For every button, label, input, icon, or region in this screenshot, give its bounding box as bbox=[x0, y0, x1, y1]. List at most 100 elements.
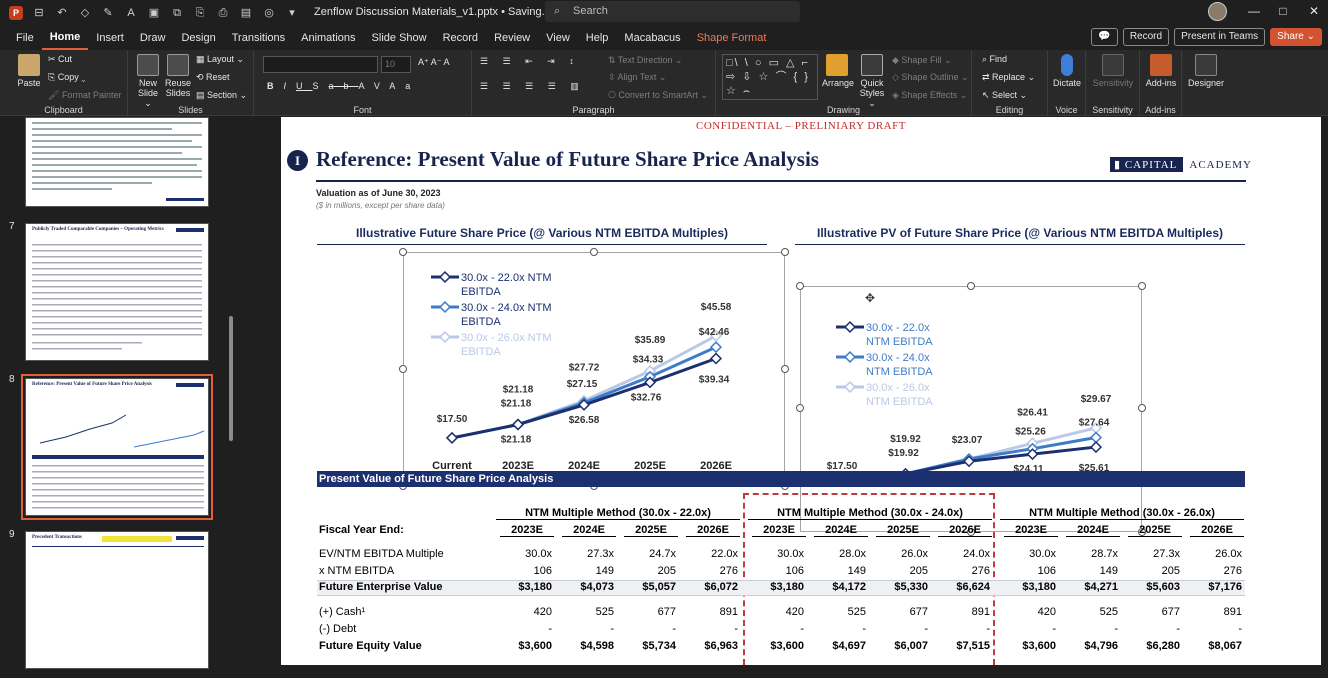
resize-handle[interactable] bbox=[1138, 528, 1146, 536]
quick-styles-button[interactable]: Quick Styles ⌄ bbox=[856, 54, 888, 108]
grow-font-button[interactable]: A⁺ A⁻ A bbox=[418, 57, 450, 67]
resize-handle[interactable] bbox=[399, 248, 407, 256]
resize-handle[interactable] bbox=[1138, 404, 1146, 412]
align-buttons[interactable]: ☰ ☰ ☰ ☰ ▥ bbox=[480, 81, 585, 91]
tab-record[interactable]: Record bbox=[442, 32, 479, 44]
record-icon[interactable]: ◎ bbox=[264, 6, 274, 19]
tab-file[interactable]: File bbox=[16, 32, 34, 44]
slide-thumbnail-9[interactable]: Precedent Transactions bbox=[25, 531, 209, 669]
resize-handle[interactable] bbox=[796, 404, 804, 412]
tab-home[interactable]: Home bbox=[41, 26, 89, 51]
tab-macabacus[interactable]: Macabacus bbox=[624, 32, 681, 44]
char-spacing-button[interactable]: AV bbox=[358, 81, 390, 91]
record-button[interactable]: Record bbox=[1122, 28, 1170, 46]
tab-draw[interactable]: Draw bbox=[139, 32, 166, 44]
thumbnail-scrollbar[interactable] bbox=[228, 120, 234, 676]
underline-button[interactable]: U bbox=[296, 81, 313, 91]
font-color-icon[interactable]: A bbox=[127, 6, 135, 19]
layout-button[interactable]: ▦ Layout ⌄ bbox=[196, 54, 245, 64]
quick-styles-label: Quick Styles ⌄ bbox=[859, 78, 885, 108]
change-case-button[interactable]: Aa bbox=[389, 81, 421, 91]
share-button[interactable]: Share ⌄ bbox=[1270, 28, 1322, 46]
search-input[interactable]: ⌕ Search bbox=[545, 1, 800, 22]
comments-button[interactable]: 💬 bbox=[1091, 28, 1118, 46]
tab-review[interactable]: Review bbox=[494, 32, 531, 44]
table-cell: 30.0x bbox=[525, 548, 552, 560]
tab-transitions[interactable]: Transitions bbox=[231, 32, 286, 44]
resize-handle[interactable] bbox=[781, 248, 789, 256]
tab-shape-format[interactable]: Shape Format bbox=[696, 32, 767, 44]
strikethrough-button[interactable]: ab bbox=[328, 81, 359, 91]
font-format-buttons[interactable]: BIUSabAVAa bbox=[267, 81, 420, 91]
italic-button[interactable]: I bbox=[283, 81, 297, 91]
document-title[interactable]: Zenflow Discussion Materials_v1.pptx • S… bbox=[314, 6, 564, 18]
text-box-icon[interactable]: ▣ bbox=[148, 6, 160, 19]
slide-thumbnail-7[interactable]: Publicly Traded Comparable Companies – O… bbox=[25, 223, 209, 361]
sensitivity-button[interactable]: Sensitivity bbox=[1090, 54, 1136, 88]
shape-effects-button[interactable]: ◈ Shape Effects ⌄ bbox=[892, 90, 968, 100]
resize-handle[interactable] bbox=[796, 282, 804, 290]
resize-handle[interactable] bbox=[590, 248, 598, 256]
customize-toolbar-icon[interactable]: ▾ bbox=[289, 6, 295, 19]
resize-handle[interactable] bbox=[781, 365, 789, 373]
paste-button[interactable]: Paste bbox=[14, 54, 44, 88]
resize-handle[interactable] bbox=[967, 528, 975, 536]
tab-slide-show[interactable]: Slide Show bbox=[371, 32, 427, 44]
slide-thumbnail-8[interactable]: Reference: Present Value of Future Share… bbox=[21, 374, 213, 520]
slide[interactable]: CONFIDENTIAL – PRELINIARY DRAFT I Refere… bbox=[281, 117, 1321, 665]
scrollbar-thumb[interactable] bbox=[229, 316, 233, 441]
slide-thumbnail-6[interactable] bbox=[25, 117, 209, 207]
section-button[interactable]: ▤ Section ⌄ bbox=[196, 90, 248, 100]
new-slide-button[interactable]: New Slide ⌄ bbox=[134, 54, 162, 108]
shape-outline-button[interactable]: ◇ Shape Outline ⌄ bbox=[892, 72, 969, 82]
table-cell: $4,697 bbox=[832, 640, 866, 652]
print-icon[interactable]: ⎙ bbox=[218, 6, 228, 19]
chart1-title[interactable]: Illustrative Future Share Price (@ Vario… bbox=[356, 226, 728, 240]
format-painter-button[interactable]: 🖌 Format Painter bbox=[48, 90, 122, 100]
align-text-button[interactable]: ⇳ Align Text ⌄ bbox=[608, 72, 667, 82]
autosave-icon[interactable]: ⊟ bbox=[34, 6, 44, 19]
select-button[interactable]: ↖ Select ⌄ bbox=[982, 90, 1028, 100]
pen-icon[interactable]: ✎ bbox=[103, 6, 113, 19]
copy-format-icon[interactable]: ⎘ bbox=[195, 6, 205, 19]
replace-button[interactable]: ⇄ Replace ⌄ bbox=[982, 72, 1036, 82]
group-icon[interactable]: ⧉ bbox=[173, 6, 181, 19]
minimize-button[interactable]: — bbox=[1248, 4, 1260, 18]
undo-icon[interactable]: ↶ bbox=[57, 6, 67, 19]
copy-button[interactable]: ⎘ Copy ⌄ bbox=[48, 72, 86, 82]
avatar[interactable] bbox=[1208, 2, 1227, 21]
present-in-teams-button[interactable]: Present in Teams bbox=[1174, 28, 1266, 46]
slide-title[interactable]: Reference: Present Value of Future Share… bbox=[316, 147, 819, 171]
font-name-input[interactable] bbox=[263, 56, 378, 73]
tab-animations[interactable]: Animations bbox=[301, 32, 356, 44]
list-buttons[interactable]: ☰ ☰ ⇤ ⇥ ↕ bbox=[480, 56, 580, 66]
smartart-button[interactable]: ⎔ Convert to SmartArt ⌄ bbox=[608, 90, 708, 100]
maximize-button[interactable]: □ bbox=[1279, 4, 1287, 18]
resize-handle[interactable] bbox=[1138, 282, 1146, 290]
arrange-button[interactable]: Arrange bbox=[822, 54, 854, 88]
reuse-slides-button[interactable]: Reuse Slides bbox=[164, 54, 192, 98]
image-icon[interactable]: ▤ bbox=[240, 6, 252, 19]
tab-design[interactable]: Design bbox=[181, 32, 216, 44]
find-button[interactable]: ⌕ Find bbox=[982, 54, 1008, 64]
addins-button[interactable]: Add-ins bbox=[1144, 54, 1178, 88]
resize-handle[interactable] bbox=[967, 282, 975, 290]
chart2-title[interactable]: Illustrative PV of Future Share Price (@… bbox=[817, 226, 1223, 240]
reset-button[interactable]: ⟲ Reset bbox=[196, 72, 230, 82]
shapes-gallery[interactable]: □\ \ ○ ▭ △ ⌐ ⇨ ⇩ ☆ ⌒ { } ☆ ⌢ bbox=[722, 54, 818, 100]
close-button[interactable]: ✕ bbox=[1308, 4, 1320, 18]
shadow-button[interactable]: S bbox=[312, 81, 329, 91]
cut-button[interactable]: ✂ Cut bbox=[48, 54, 73, 64]
chart1-selection-frame[interactable] bbox=[403, 252, 785, 486]
shape-fill-button[interactable]: ◆ Shape Fill ⌄ bbox=[892, 55, 952, 65]
tab-insert[interactable]: Insert bbox=[96, 32, 124, 44]
font-size-input[interactable]: 10 bbox=[381, 56, 411, 73]
resize-handle[interactable] bbox=[399, 365, 407, 373]
tab-help[interactable]: Help bbox=[585, 32, 609, 44]
dictate-button[interactable]: Dictate bbox=[1052, 54, 1082, 88]
designer-button[interactable]: Designer bbox=[1186, 54, 1226, 88]
text-direction-button[interactable]: ⇅ Text Direction ⌄ bbox=[608, 55, 683, 65]
fill-icon[interactable]: ◇ bbox=[80, 6, 90, 19]
bold-button[interactable]: B bbox=[267, 81, 284, 91]
tab-view[interactable]: View bbox=[546, 32, 570, 44]
